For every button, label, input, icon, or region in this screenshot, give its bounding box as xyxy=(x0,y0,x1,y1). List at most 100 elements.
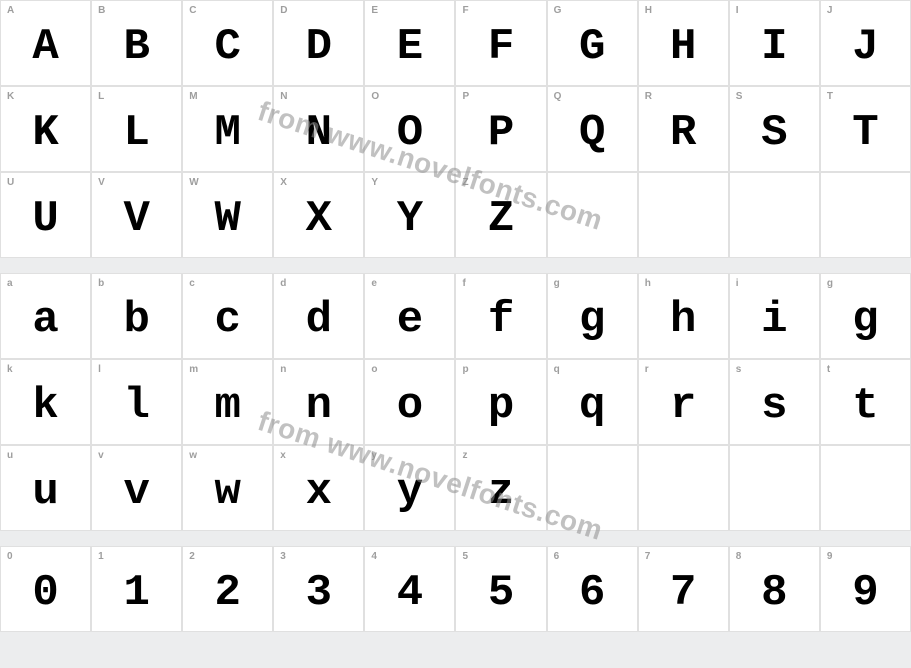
lowercase-cell: hh xyxy=(638,273,729,359)
glyph: 3 xyxy=(306,571,332,615)
uppercase-cell xyxy=(729,172,820,258)
glyph: b xyxy=(123,298,149,342)
lowercase-section: aabbccddeeffgghhiiggkkllmmnnooppqqrrsstt… xyxy=(0,273,911,531)
glyph: 4 xyxy=(397,571,423,615)
digit-cell: 55 xyxy=(455,546,546,632)
glyph: u xyxy=(32,470,58,514)
cell-label: E xyxy=(371,5,378,16)
cell-label: D xyxy=(280,5,287,16)
cell-label: c xyxy=(189,278,195,289)
cell-label: e xyxy=(371,278,377,289)
cell-label: 9 xyxy=(827,551,833,562)
cell-label: 8 xyxy=(736,551,742,562)
glyph: w xyxy=(215,470,241,514)
cell-label: l xyxy=(98,364,101,375)
glyph: A xyxy=(32,25,58,69)
lowercase-cell: ff xyxy=(455,273,546,359)
cell-label: 4 xyxy=(371,551,377,562)
cell-label: V xyxy=(98,177,105,188)
glyph: x xyxy=(306,470,332,514)
glyph: 8 xyxy=(761,571,787,615)
uppercase-cell: SS xyxy=(729,86,820,172)
digits-section: 00112233445566778899 xyxy=(0,546,911,632)
cell-label: Y xyxy=(371,177,378,188)
cell-label: m xyxy=(189,364,198,375)
lowercase-cell: aa xyxy=(0,273,91,359)
cell-label: 7 xyxy=(645,551,651,562)
cell-label: F xyxy=(462,5,468,16)
lowercase-cell: xx xyxy=(273,445,364,531)
cell-label: 0 xyxy=(7,551,13,562)
uppercase-cell: HH xyxy=(638,0,729,86)
glyph: g xyxy=(579,298,605,342)
uppercase-cell: WW xyxy=(182,172,273,258)
glyph: R xyxy=(670,111,696,155)
glyph: t xyxy=(852,384,878,428)
digit-cell: 22 xyxy=(182,546,273,632)
glyph: F xyxy=(488,25,514,69)
lowercase-cell: oo xyxy=(364,359,455,445)
lowercase-cell: dd xyxy=(273,273,364,359)
cell-label: i xyxy=(736,278,739,289)
lowercase-cell xyxy=(638,445,729,531)
lowercase-cell: ww xyxy=(182,445,273,531)
cell-label: 5 xyxy=(462,551,468,562)
lowercase-cell: rr xyxy=(638,359,729,445)
cell-label: 1 xyxy=(98,551,104,562)
uppercase-cell xyxy=(638,172,729,258)
lowercase-cell: uu xyxy=(0,445,91,531)
glyph: h xyxy=(670,298,696,342)
uppercase-cell: FF xyxy=(455,0,546,86)
uppercase-cell: LL xyxy=(91,86,182,172)
uppercase-cell: RR xyxy=(638,86,729,172)
glyph: H xyxy=(670,25,696,69)
lowercase-cell: zz xyxy=(455,445,546,531)
cell-label: N xyxy=(280,91,287,102)
glyph: d xyxy=(306,298,332,342)
cell-label: y xyxy=(371,450,377,461)
glyph: Z xyxy=(488,197,514,241)
glyph: f xyxy=(488,298,514,342)
glyph: 1 xyxy=(123,571,149,615)
glyph: J xyxy=(852,25,878,69)
cell-label: L xyxy=(98,91,104,102)
cell-label: Q xyxy=(554,91,562,102)
glyph: C xyxy=(215,25,241,69)
glyph: q xyxy=(579,384,605,428)
glyph: V xyxy=(123,197,149,241)
cell-label: o xyxy=(371,364,377,375)
cell-label: f xyxy=(462,278,465,289)
glyph: B xyxy=(123,25,149,69)
glyph: i xyxy=(761,298,787,342)
glyph: G xyxy=(579,25,605,69)
glyph: U xyxy=(32,197,58,241)
glyph: K xyxy=(32,111,58,155)
uppercase-cell xyxy=(820,172,911,258)
digit-cell: 44 xyxy=(364,546,455,632)
cell-label: B xyxy=(98,5,105,16)
glyph: P xyxy=(488,111,514,155)
glyph: Q xyxy=(579,111,605,155)
uppercase-cell: GG xyxy=(547,0,638,86)
glyph: z xyxy=(488,470,514,514)
cell-label: z xyxy=(462,450,467,461)
glyph: X xyxy=(306,197,332,241)
lowercase-cell: yy xyxy=(364,445,455,531)
uppercase-cell: EE xyxy=(364,0,455,86)
cell-label: O xyxy=(371,91,379,102)
digit-cell: 88 xyxy=(729,546,820,632)
lowercase-cell: vv xyxy=(91,445,182,531)
cell-label: t xyxy=(827,364,830,375)
lowercase-cell: ee xyxy=(364,273,455,359)
glyph: e xyxy=(397,298,423,342)
cell-label: J xyxy=(827,5,833,16)
glyph: l xyxy=(123,384,149,428)
cell-label: 6 xyxy=(554,551,560,562)
cell-label: X xyxy=(280,177,287,188)
glyph: Y xyxy=(397,197,423,241)
lowercase-cell xyxy=(547,445,638,531)
cell-label: d xyxy=(280,278,286,289)
glyph: c xyxy=(215,298,241,342)
cell-label: R xyxy=(645,91,652,102)
glyph: W xyxy=(215,197,241,241)
